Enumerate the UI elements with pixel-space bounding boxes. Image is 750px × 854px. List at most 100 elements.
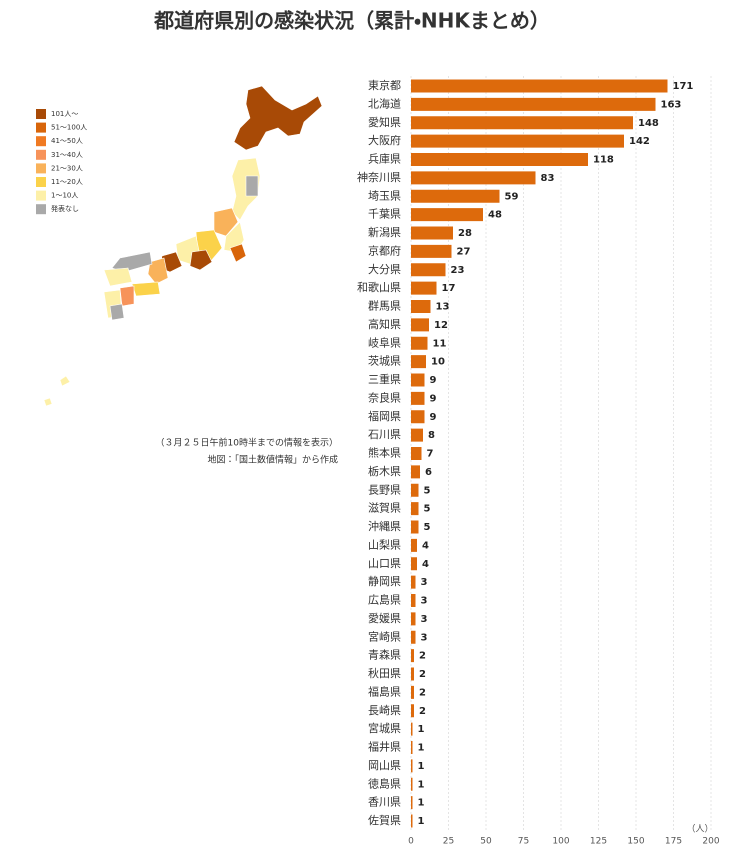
y-tick-label: 秋田県 — [368, 666, 401, 680]
y-tick-label: 佐賀県 — [368, 813, 401, 827]
legend-label: 21～30人 — [51, 164, 83, 172]
map-region — [147, 257, 169, 285]
bar — [411, 189, 500, 203]
map-region — [119, 285, 135, 307]
y-tick-label: 宮崎県 — [368, 629, 401, 643]
y-tick-label: 茨城県 — [368, 355, 401, 368]
value-label: 163 — [661, 99, 682, 110]
value-label: 142 — [629, 136, 650, 147]
y-tick-label: 福井県 — [368, 740, 401, 754]
legend-swatch — [36, 190, 46, 201]
legend-label: 41～50人 — [51, 137, 83, 145]
y-tick-label: 京都府 — [368, 244, 401, 257]
y-tick-label: 新潟県 — [368, 226, 401, 239]
y-tick-label: 香川県 — [368, 796, 401, 809]
y-tick-label: 広島県 — [368, 593, 401, 607]
value-label: 118 — [593, 155, 614, 166]
bar — [411, 97, 656, 111]
bar — [411, 447, 422, 460]
note: 地図：「国土数値情報」から作成 — [207, 454, 338, 466]
map-region — [229, 243, 247, 263]
value-label: 59 — [505, 191, 519, 202]
value-label: 148 — [638, 118, 659, 129]
bar — [411, 575, 416, 589]
bar — [411, 557, 417, 571]
x-tick-label: 125 — [590, 837, 607, 847]
y-tick-label: 岡山県 — [368, 759, 401, 772]
bar — [411, 796, 413, 810]
x-tick-label: 200 — [702, 837, 719, 847]
bar — [411, 208, 483, 222]
bar — [411, 685, 414, 699]
value-label: 11 — [433, 338, 447, 349]
map-region — [189, 249, 213, 271]
y-tick-label: 大阪府 — [368, 133, 401, 147]
value-label: 48 — [488, 210, 502, 221]
value-label: 8 — [428, 430, 435, 441]
bar — [411, 116, 633, 130]
y-tick-label: 山口県 — [368, 557, 401, 570]
bar — [411, 428, 423, 442]
bar — [411, 502, 419, 516]
value-label: 1 — [418, 724, 425, 735]
bar — [411, 722, 413, 736]
bar — [411, 79, 668, 93]
bar — [411, 171, 536, 185]
y-tick-label: 静岡県 — [368, 574, 401, 588]
legend-swatch — [36, 149, 46, 160]
y-tick-label: 北海道 — [368, 96, 401, 110]
bar — [411, 410, 425, 424]
bar — [411, 520, 419, 534]
bar — [411, 759, 413, 773]
value-label: 13 — [436, 302, 450, 313]
value-label: 3 — [421, 614, 428, 625]
y-tick-label: 東京都 — [368, 79, 401, 92]
x-tick-label: 175 — [665, 837, 682, 847]
y-tick-label: 奈良県 — [368, 390, 401, 404]
bar — [411, 336, 428, 350]
note: （３月２５日午前10時半までの情報を表示） — [156, 437, 338, 449]
bar — [411, 538, 417, 552]
legend-swatch — [36, 122, 46, 133]
bar — [411, 649, 414, 663]
value-label: 5 — [424, 485, 431, 496]
y-tick-label: 山梨県 — [368, 537, 401, 551]
x-tick-label: 50 — [480, 837, 492, 847]
y-tick-label: 石川県 — [368, 428, 401, 441]
y-tick-label: 埼玉県 — [368, 188, 401, 202]
bar — [411, 465, 420, 479]
map-region — [111, 251, 153, 273]
map-region — [109, 303, 125, 321]
map-region — [213, 207, 239, 237]
value-label: 1 — [418, 743, 425, 754]
chart-title: 都道府県別の感染状況（累計・NHKまとめ） — [153, 9, 550, 33]
value-label: 27 — [457, 246, 471, 257]
bar — [411, 300, 431, 313]
value-label: 10 — [431, 357, 445, 368]
map-region — [233, 85, 323, 151]
y-tick-label: 和歌山県 — [357, 281, 401, 294]
value-label: 6 — [425, 467, 432, 478]
value-label: 12 — [434, 320, 448, 331]
y-tick-label: 愛媛県 — [368, 612, 401, 625]
value-label: 9 — [430, 412, 437, 423]
bar — [411, 134, 624, 148]
value-label: 4 — [422, 540, 429, 551]
value-label: 1 — [418, 779, 425, 790]
value-label: 2 — [419, 687, 426, 698]
value-label: 17 — [442, 283, 456, 294]
value-label: 7 — [427, 449, 434, 460]
y-tick-label: 宮城県 — [368, 722, 401, 735]
y-tick-label: 三重県 — [368, 372, 401, 386]
y-tick-label: 長野県 — [368, 483, 401, 496]
bar — [411, 612, 416, 626]
value-label: 4 — [422, 559, 429, 570]
bar — [411, 814, 413, 828]
y-tick-label: 岐阜県 — [368, 336, 401, 349]
bar — [411, 594, 416, 607]
legend-label: 31～40人 — [51, 151, 83, 159]
bar — [411, 777, 413, 791]
bar — [411, 318, 429, 332]
value-label: 1 — [418, 816, 425, 827]
